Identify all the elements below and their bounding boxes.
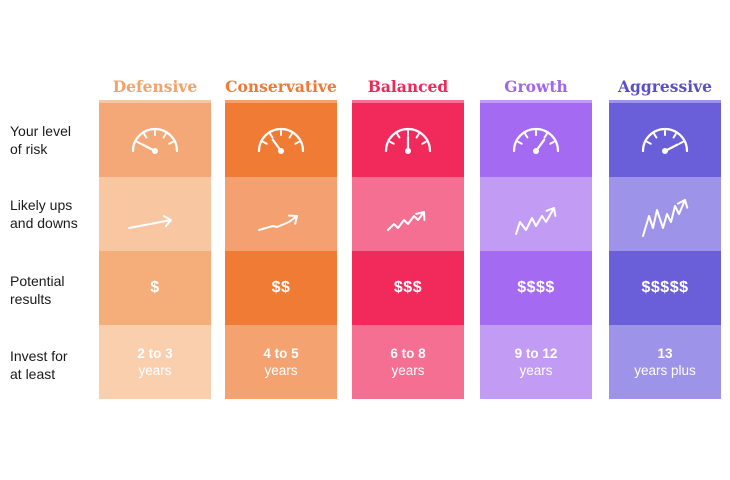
title-underline (352, 100, 464, 103)
years-unit: years (519, 363, 553, 378)
profile-title: Conservative (225, 77, 337, 96)
ups-downs-cell (99, 177, 211, 251)
ups-downs-cell (225, 177, 337, 251)
title-underline (99, 100, 211, 103)
years-number: 9 to 12 (514, 346, 558, 361)
trend-arrow-icon (258, 214, 298, 231)
ups-downs-cell (352, 177, 464, 251)
results-cell: $$$$ (480, 251, 592, 325)
risk-cell (480, 103, 592, 177)
row-label-risk: Your level of risk (10, 123, 71, 157)
results-value: $$$$ (517, 279, 555, 296)
gauge-icon (384, 127, 432, 154)
years-unit: years (391, 363, 425, 378)
results-cell: $$$ (352, 251, 464, 325)
years-number: 2 to 3 (137, 346, 173, 361)
ups-downs-cell (609, 177, 721, 251)
risk-cell (225, 103, 337, 177)
profile-column-aggressive: Aggressive $$$$$ 13 years plus (609, 74, 721, 399)
years-unit: years (138, 363, 172, 378)
results-cell: $$$$$ (609, 251, 721, 325)
title-underline (609, 100, 721, 103)
invest-cell: 2 to 3 years (99, 325, 211, 399)
profile-title: Balanced (367, 77, 449, 96)
row-label-ups-downs: Likely ups and downs (10, 197, 78, 231)
profile-title: Growth (504, 77, 568, 96)
profile-column-defensive: Defensive $2 to 3 years (99, 74, 211, 399)
results-value: $$$$$ (641, 279, 689, 296)
results-value: $ (150, 279, 160, 296)
gauge-icon (512, 127, 560, 154)
row-label-results: Potential results (10, 273, 65, 307)
profile-column-growth: Growth $$$$ 9 to 12 years (480, 74, 592, 399)
trend-arrow-icon (128, 215, 172, 229)
row-labels: Your level of risk Likely ups and downs … (10, 0, 100, 480)
gauge-icon (131, 127, 179, 154)
gauge-icon (257, 127, 305, 154)
years-number: 6 to 8 (390, 346, 426, 361)
results-value: $$ (271, 279, 291, 296)
invest-cell: 9 to 12 years (480, 325, 592, 399)
row-label-invest: Invest for at least (10, 348, 68, 382)
profile-column-balanced: Balanced $$$ 6 to 8 years (352, 74, 464, 399)
gauge-icon (641, 127, 689, 154)
years-number: 13 (657, 346, 673, 361)
risk-cell (99, 103, 211, 177)
years-number: 4 to 5 (263, 346, 299, 361)
profile-column-conservative: Conservative $$ 4 to 5 years (225, 74, 337, 399)
years-unit: years plus (634, 363, 696, 378)
profile-title: Defensive (112, 77, 198, 96)
trend-arrow-icon (642, 199, 689, 237)
invest-cell: 6 to 8 years (352, 325, 464, 399)
trend-arrow-icon (387, 211, 426, 231)
ups-downs-cell (480, 177, 592, 251)
profile-title: Aggressive (618, 77, 712, 96)
risk-cell (352, 103, 464, 177)
trend-arrow-icon (515, 207, 557, 235)
title-underline (480, 100, 592, 103)
results-cell: $ (99, 251, 211, 325)
invest-cell: 13 years plus (609, 325, 721, 399)
results-value: $$$ (393, 279, 423, 296)
years-unit: years (264, 363, 298, 378)
invest-cell: 4 to 5 years (225, 325, 337, 399)
risk-cell (609, 103, 721, 177)
results-cell: $$ (225, 251, 337, 325)
title-underline (225, 100, 337, 103)
